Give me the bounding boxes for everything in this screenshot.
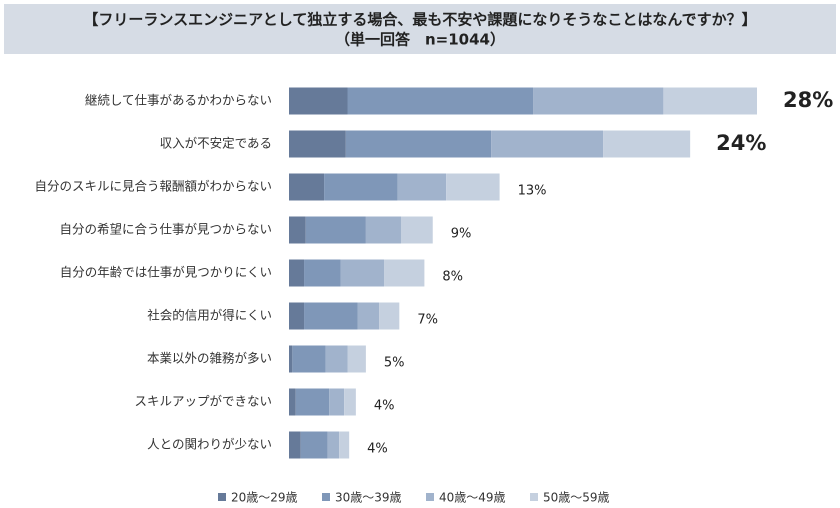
category-label: 自分の希望に合う仕事が見つからない [59,222,272,237]
bar-segment [379,302,400,330]
category-label: 収入が不安定である [160,136,272,151]
bar-segment [305,216,366,244]
total-label: 13% [518,184,547,199]
bar-segment [446,173,500,201]
bar-segment [384,259,425,287]
bar-segment [292,345,326,373]
legend-swatch [322,493,330,501]
bar-segment [289,259,305,287]
chart-title: 【フリーランスエンジニアとして独立する場合、最も不安や課題になりそうなことはなん… [83,11,756,29]
bar-segment [289,431,301,459]
bar-segment [304,259,341,287]
total-label: 8% [442,270,463,285]
bar-segment [289,130,346,158]
chart-subtitle: （単一回答 n=1044） [335,31,505,49]
bar-segment [339,431,350,459]
category-label: 自分の年齢では仕事が見つかりにくい [60,265,272,280]
bar-segment [357,302,380,330]
bar-segment [289,388,296,416]
category-label: 社会的信用が得にくい [147,308,272,323]
bar-segment [289,87,348,115]
bar-segment [347,345,366,373]
bar-segment [289,302,305,330]
category-label: 本業以外の雑務が多い [147,351,272,366]
bar-segment [663,87,757,115]
bar-segment [327,431,340,459]
bar-segment [304,302,358,330]
legend-label: 30歳～39歳 [335,491,402,505]
total-label: 9% [451,227,472,242]
bar-segment [325,345,348,373]
bar-segment [397,173,447,201]
bar-segment [340,259,385,287]
bar-segment [329,388,345,416]
legend-label: 20歳～29歳 [231,491,298,505]
category-label: スキルアップができない [134,394,272,409]
bar-segment [289,216,306,244]
total-label: 24% [716,131,766,155]
bar-segment [365,216,401,244]
legend-label: 50歳～59歳 [543,491,610,505]
total-label: 4% [367,442,388,457]
bar-segment [400,216,433,244]
bar-segment [603,130,691,158]
bar-segment [324,173,398,201]
bar-segment [289,173,325,201]
legend-swatch [218,493,226,501]
total-label: 28% [783,88,833,112]
category-label: 自分のスキルに見合う報酬額がわからない [34,179,272,194]
total-label: 5% [384,356,405,371]
legend-label: 40歳～49歳 [439,491,506,505]
legend-swatch [530,493,538,501]
bar-segment [289,345,293,373]
category-label: 人との関わりが少ない [147,437,272,452]
bar-segment [300,431,328,459]
total-label: 4% [374,399,395,414]
bar-segment [345,130,492,158]
bar-segment [347,87,534,115]
bar-segment [295,388,330,416]
legend-swatch [426,493,434,501]
title-box [4,4,836,54]
total-label: 7% [417,313,438,328]
bar-segment [491,130,604,158]
bar-segment [533,87,664,115]
category-label: 継続して仕事があるかわからない [85,93,272,108]
bar-segment [344,388,356,416]
